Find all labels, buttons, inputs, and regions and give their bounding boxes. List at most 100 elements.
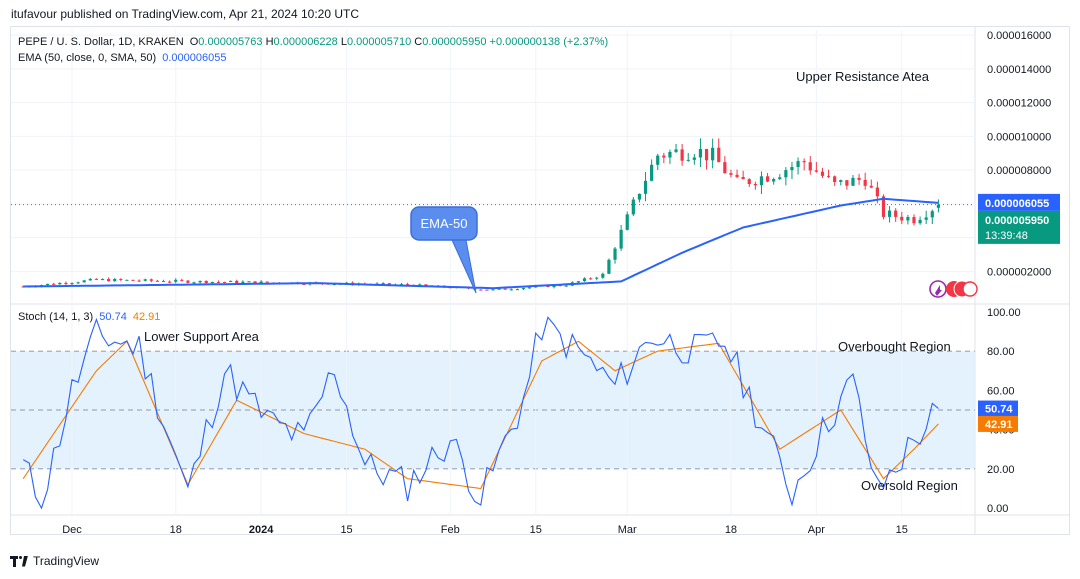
candle-body: [174, 279, 178, 282]
candle-body: [528, 287, 532, 289]
candle-body: [918, 219, 922, 224]
candle-body: [94, 278, 99, 280]
price-tick-label: 0.000008000: [987, 165, 1051, 177]
candle-body: [851, 177, 855, 186]
candle-body: [64, 282, 68, 284]
candle-body: [235, 280, 239, 284]
candle-body: [161, 281, 166, 283]
candle-body: [881, 196, 886, 217]
candle-body: [552, 285, 556, 288]
candle-body: [479, 289, 483, 291]
candle-body: [113, 278, 117, 282]
candle-body: [210, 281, 214, 284]
candle-body: [814, 170, 818, 172]
candle-body: [887, 210, 892, 217]
candle-body: [778, 177, 782, 180]
candle-body: [912, 217, 916, 224]
candle-body: [613, 248, 617, 260]
candle-body: [674, 149, 678, 152]
stoch-tick-label: 100.00: [987, 307, 1021, 319]
candle-body: [247, 281, 251, 283]
candle-body: [869, 185, 873, 188]
stoch-label[interactable]: Stoch (14, 1, 3): [18, 311, 94, 323]
candle-body: [759, 176, 764, 186]
candle-body: [936, 204, 940, 208]
ema-label[interactable]: EMA (50, close, 0, SMA, 50): [18, 52, 157, 64]
candle-body: [485, 289, 489, 291]
chart-frame: [10, 26, 1070, 535]
candle-body: [595, 277, 599, 279]
candle-body: [503, 288, 507, 290]
stoch-tick-label: 60.00: [987, 385, 1015, 397]
candle-body: [900, 216, 904, 221]
candle-body: [845, 180, 849, 186]
candle-body: [46, 283, 50, 286]
tradingview-logo[interactable]: TradingView: [10, 554, 99, 568]
candle-body: [698, 148, 703, 158]
candle-body: [302, 283, 306, 285]
ema50-line: [23, 197, 939, 290]
time-tick-label: Feb: [441, 524, 460, 536]
candle-body: [107, 279, 111, 282]
candle-body: [491, 289, 495, 291]
ema50-callout-box: [410, 206, 478, 241]
candle-body: [521, 288, 526, 290]
candle-body: [668, 151, 672, 158]
symbol-title[interactable]: PEPE / U. S. Dollar, 1D, KRAKEN: [18, 36, 184, 48]
overbought-label: Overbought Region: [838, 339, 951, 354]
price-tick-label: 0.000002000: [987, 266, 1051, 278]
ema-value: 0.000006055: [162, 52, 227, 64]
candle-body: [52, 283, 56, 285]
candle-body: [100, 279, 105, 281]
candle-body: [259, 281, 263, 284]
candle-body: [692, 157, 696, 160]
candle-body: [509, 289, 513, 291]
time-tick-label: 18: [170, 524, 182, 536]
candle-body: [765, 176, 770, 182]
price-tick-label: 0.000010000: [987, 131, 1051, 143]
candle-body: [58, 282, 62, 285]
candle-body: [625, 214, 629, 230]
ema-price-badge: [978, 193, 1060, 211]
candle-body: [125, 279, 129, 281]
time-tick-label: 2024: [249, 524, 274, 536]
candle-body: [631, 199, 635, 215]
stoch-legend: Stoch (14, 1, 3) 50.74 42.91: [18, 311, 160, 323]
candle-body: [790, 167, 794, 171]
candle-body: [265, 281, 269, 283]
high-label: H: [265, 36, 274, 48]
close-value: 0.000005950: [422, 36, 487, 48]
candle-body: [924, 217, 928, 220]
candle-body: [826, 175, 831, 177]
candle-body: [784, 170, 788, 178]
candle-body: [82, 280, 86, 283]
open-label: O: [189, 36, 199, 48]
candle-body: [607, 259, 611, 274]
candle-body: [131, 279, 135, 281]
candle-body: [405, 284, 410, 286]
tradingview-brand: TradingView: [33, 554, 100, 568]
candle-body: [21, 286, 25, 288]
countdown-text: 13:39:48: [985, 230, 1028, 242]
oversold-label: Oversold Region: [861, 478, 958, 493]
candle-body: [589, 278, 593, 280]
open-value: 0.000005763: [198, 36, 263, 48]
upper-resistance-label: Upper Resistance Atea: [796, 69, 930, 84]
stoch-d-badge-text: 42.91: [985, 419, 1013, 431]
ema-legend: EMA (50, close, 0, SMA, 50) 0.000006055: [18, 52, 226, 64]
stoch-tick-label: 0.00: [987, 503, 1008, 515]
candle-body: [796, 161, 800, 168]
low-value: 0.000005710: [346, 36, 412, 48]
candle-body: [839, 180, 843, 182]
candle-body: [717, 147, 721, 163]
stoch-k-badge-text: 50.74: [985, 404, 1013, 416]
flag-us-icon: [962, 281, 978, 297]
candle-body: [863, 179, 867, 186]
close-price-badge: [978, 210, 1060, 244]
candle-body: [576, 281, 581, 283]
stoch-d-value: 42.91: [132, 311, 161, 323]
candle-body: [168, 281, 172, 283]
candle-body: [656, 155, 660, 165]
candle-body: [875, 187, 879, 197]
